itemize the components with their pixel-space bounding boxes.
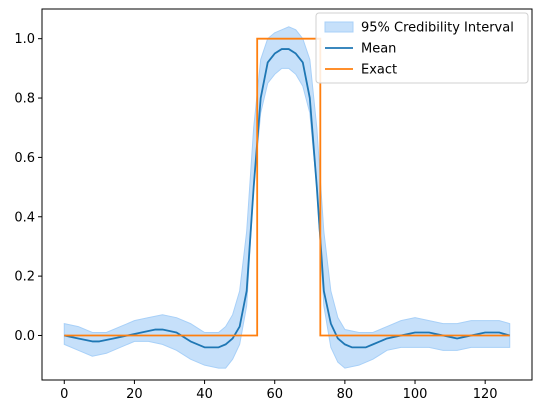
y-tick-label: 1.0 <box>14 32 35 47</box>
x-tick-label: 20 <box>126 387 143 402</box>
mean-line <box>64 48 510 349</box>
y-tick-label: 0.4 <box>14 210 35 225</box>
plot-area <box>63 26 511 369</box>
x-tick-label: 0 <box>60 387 68 402</box>
x-tick-label: 40 <box>196 387 213 402</box>
credibility-interval-band <box>63 26 511 369</box>
axes-frame <box>41 8 533 381</box>
x-tick-label: 80 <box>337 387 354 402</box>
legend-box <box>315 12 529 84</box>
x-tick-label: 120 <box>473 387 498 402</box>
legend-label: 95% Credibility Interval <box>361 21 514 36</box>
exact-line <box>64 37 510 337</box>
legend-swatch-interval <box>324 21 354 33</box>
x-tick-label: 100 <box>403 387 428 402</box>
axes: 0 20 40 60 80 100 120 0.0 0.2 0.4 0.6 0.8 1.0 <box>14 8 533 402</box>
legend-label: Mean <box>361 42 396 57</box>
y-tick-label: 0.8 <box>14 92 35 107</box>
legend-label: Exact <box>361 63 397 78</box>
y-tick-label: 0.6 <box>14 151 35 166</box>
y-tick-label: 0.0 <box>14 329 35 344</box>
legend: 95% Credibility Interval Mean Exact <box>315 12 529 84</box>
x-tick-label: 60 <box>266 387 283 402</box>
y-tick-label: 0.2 <box>14 270 35 285</box>
